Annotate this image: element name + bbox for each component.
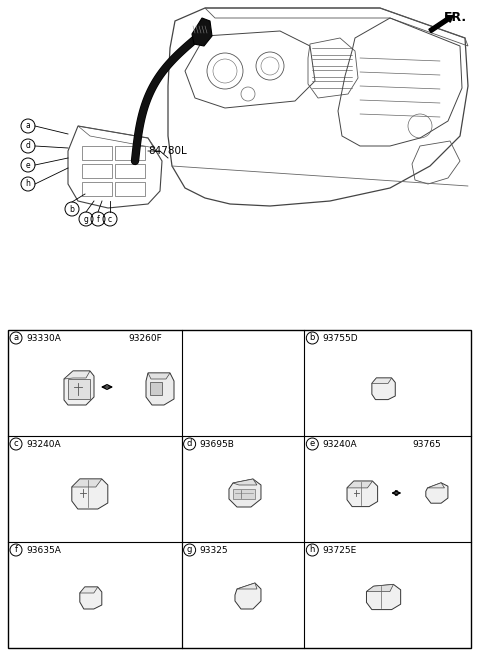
- Text: f: f: [14, 546, 17, 554]
- Text: 93325: 93325: [200, 546, 228, 555]
- Polygon shape: [428, 483, 444, 488]
- Bar: [115, 182, 145, 196]
- Text: d: d: [187, 440, 192, 449]
- Polygon shape: [366, 584, 401, 609]
- Text: 93765: 93765: [412, 440, 441, 449]
- Text: c: c: [108, 215, 112, 224]
- Polygon shape: [366, 584, 394, 592]
- Text: FR.: FR.: [444, 11, 467, 24]
- Polygon shape: [347, 481, 372, 488]
- Text: e: e: [310, 440, 315, 449]
- Polygon shape: [347, 481, 378, 506]
- Polygon shape: [233, 479, 257, 485]
- Text: e: e: [26, 161, 30, 169]
- Text: b: b: [70, 205, 74, 213]
- Text: c: c: [14, 440, 18, 449]
- Bar: [115, 164, 145, 178]
- Polygon shape: [64, 371, 90, 379]
- Text: 93725E: 93725E: [323, 546, 357, 555]
- Text: 93755D: 93755D: [323, 334, 358, 343]
- Text: b: b: [310, 333, 315, 342]
- Text: g: g: [84, 215, 88, 224]
- Text: 93260F: 93260F: [128, 334, 162, 343]
- Circle shape: [154, 387, 158, 391]
- Text: 84780L: 84780L: [148, 146, 187, 156]
- Polygon shape: [64, 371, 94, 405]
- Polygon shape: [229, 479, 261, 507]
- Text: 93240A: 93240A: [26, 440, 60, 449]
- Polygon shape: [192, 18, 212, 46]
- Circle shape: [372, 597, 375, 601]
- Polygon shape: [80, 587, 98, 593]
- Text: 93240A: 93240A: [323, 440, 357, 449]
- Text: 93635A: 93635A: [26, 546, 61, 555]
- Polygon shape: [72, 479, 108, 509]
- Polygon shape: [146, 373, 174, 405]
- Circle shape: [388, 597, 392, 601]
- Text: d: d: [25, 142, 30, 150]
- Polygon shape: [426, 483, 448, 503]
- Polygon shape: [150, 382, 162, 395]
- Bar: [8, 330, 471, 648]
- Text: a: a: [25, 121, 30, 131]
- Polygon shape: [80, 587, 102, 609]
- FancyArrow shape: [429, 16, 453, 33]
- Bar: [82, 146, 112, 160]
- Text: h: h: [25, 180, 30, 188]
- Text: a: a: [13, 333, 19, 342]
- Polygon shape: [68, 379, 90, 399]
- Text: 93695B: 93695B: [200, 440, 235, 449]
- Text: g: g: [187, 546, 192, 554]
- Polygon shape: [72, 479, 102, 487]
- Text: 93330A: 93330A: [26, 334, 61, 343]
- Text: h: h: [310, 546, 315, 554]
- Text: f: f: [96, 215, 99, 224]
- Polygon shape: [237, 583, 257, 589]
- Bar: [82, 164, 112, 178]
- Polygon shape: [233, 489, 255, 499]
- Bar: [115, 146, 145, 160]
- Polygon shape: [235, 583, 261, 609]
- Bar: [82, 182, 112, 196]
- Polygon shape: [372, 378, 395, 400]
- Polygon shape: [372, 378, 392, 383]
- Polygon shape: [148, 373, 170, 379]
